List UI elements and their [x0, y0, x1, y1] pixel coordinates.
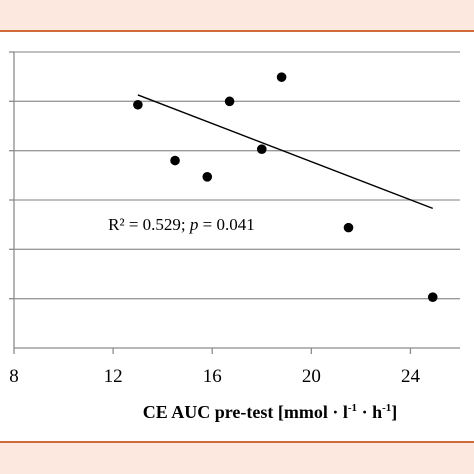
x-label-sup-2: -1 — [382, 402, 391, 414]
data-point — [202, 172, 213, 182]
x-tick-label: 16 — [203, 366, 222, 387]
x-tick-label: 24 — [401, 366, 421, 387]
r2-annotation: R² = 0.529; p = 0.041 — [108, 215, 255, 234]
data-point — [170, 155, 180, 166]
x-tick-label: 8 — [9, 366, 19, 387]
data-point — [427, 292, 438, 302]
p-symbol: p — [189, 215, 199, 234]
data-point — [133, 99, 143, 110]
x-label-mid: · h — [357, 402, 382, 422]
x-label-sup-1: -1 — [348, 402, 357, 414]
frame-top-rule — [0, 30, 474, 32]
x-label-end: ] — [391, 402, 397, 422]
x-tick-label: 20 — [302, 366, 321, 387]
x-axis-label: CE AUC pre-test [mmol · l-1 · h-1] — [143, 402, 398, 422]
data-point — [343, 222, 354, 233]
x-label-main: CE AUC pre-test [mmol · l — [143, 402, 348, 422]
plot-background — [0, 32, 474, 441]
data-point — [256, 144, 267, 154]
frame-bottom-rule — [0, 441, 474, 443]
trend-line — [137, 94, 433, 210]
r2-text: R² = 0.529; — [108, 215, 190, 234]
x-tick-label: 12 — [104, 366, 123, 387]
data-point — [276, 72, 287, 82]
p-value: = 0.041 — [198, 215, 254, 234]
data-point — [224, 96, 235, 107]
